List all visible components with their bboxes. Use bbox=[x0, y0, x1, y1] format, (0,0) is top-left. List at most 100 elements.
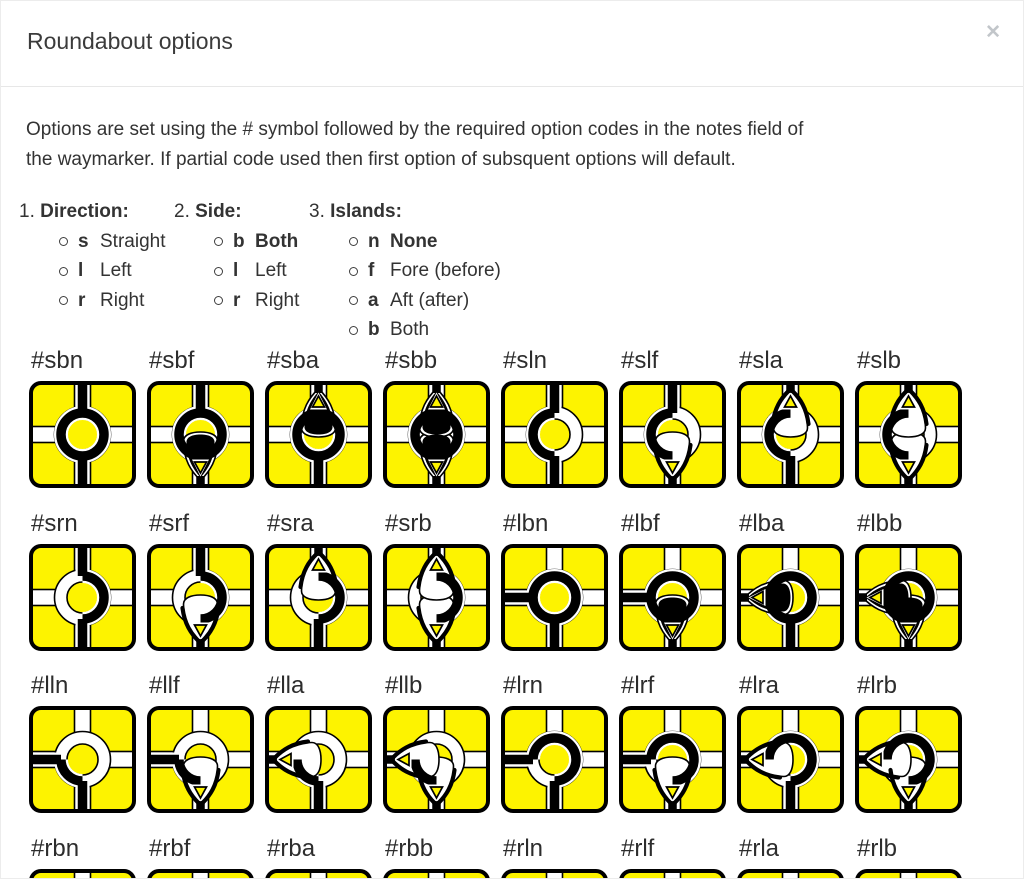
roundabout-icon-lbb bbox=[855, 543, 962, 651]
roundabout-cell-lra: #lra bbox=[737, 669, 844, 813]
grid-row-4: #rbn #rbf #rba #rbb #rln #rlf #rla #rlb bbox=[29, 832, 973, 878]
tile-label-sla: #sla bbox=[739, 347, 784, 374]
roundabout-cell-sbf: #sbf bbox=[147, 344, 254, 488]
tile-label-rlf: #rlf bbox=[621, 834, 655, 862]
option-legend: 1. Direction: s Straight l Left r Right 2. Side… bbox=[19, 197, 719, 347]
legend-col-islands: 3. Islands: n None f Fore (before) a Aft (afte… bbox=[309, 197, 501, 345]
roundabout-icon-lrn bbox=[501, 706, 608, 813]
circle-bullet-icon bbox=[59, 266, 68, 276]
circle-bullet-icon bbox=[349, 296, 358, 306]
roundabout-cell-lrn: #lrn bbox=[501, 669, 608, 813]
roundabout-cell-rba: #rba bbox=[265, 832, 372, 878]
roundabout-icon-rbn bbox=[29, 868, 136, 878]
roundabout-icon-sln bbox=[501, 381, 608, 488]
roundabout-icon-rln bbox=[501, 868, 608, 878]
roundabout-cell-lbf: #lbf bbox=[619, 507, 726, 651]
intro-text: Options are set using the # symbol follo… bbox=[26, 115, 803, 175]
legend-heading-islands: 3. Islands: bbox=[309, 201, 402, 222]
circle-bullet-icon bbox=[349, 237, 358, 247]
tile-label-lrn: #lrn bbox=[503, 672, 544, 699]
circle-bullet-icon bbox=[214, 296, 223, 306]
legend-option-side-r: r Right bbox=[174, 286, 299, 316]
island-marker bbox=[383, 739, 429, 780]
legend-option-islands-f: f Fore (before) bbox=[309, 257, 501, 287]
roundabout-cell-sbb: #sbb bbox=[383, 344, 490, 488]
circle-bullet-icon bbox=[214, 266, 223, 276]
island-marker bbox=[737, 583, 791, 611]
legend-col-direction: 1. Direction: s Straight l Left r Right bbox=[19, 197, 165, 316]
legend-col-side: 2. Side: b Both l Left r Right bbox=[174, 197, 299, 316]
roundabout-icon-rlf bbox=[619, 868, 726, 878]
roundabout-cell-rlf: #rlf bbox=[619, 832, 726, 878]
roundabout-cell-rln: #rln bbox=[501, 832, 608, 878]
close-button[interactable]: ✕ bbox=[985, 23, 1001, 43]
circle-bullet-icon bbox=[59, 237, 68, 247]
roundabout-icon-sbn bbox=[29, 381, 136, 488]
roundabout-cell-slf: #slf bbox=[619, 344, 726, 488]
roundabout-cell-rla: #rla bbox=[737, 832, 844, 878]
roundabout-icon-slf bbox=[619, 381, 726, 488]
roundabout-cell-lrb: #lrb bbox=[855, 669, 962, 813]
tile-label-lrb: #lrb bbox=[857, 672, 898, 699]
tile-label-lbb: #lbb bbox=[857, 509, 903, 537]
tile-label-rbf: #rbf bbox=[149, 834, 191, 862]
intro-line-1: Options are set using the # symbol follo… bbox=[26, 119, 804, 140]
roundabout-cell-lbb: #lbb bbox=[855, 507, 962, 651]
roundabout-cell-sla: #sla bbox=[737, 344, 844, 488]
roundabout-cell-rlb: #rlb bbox=[855, 832, 962, 878]
header-divider bbox=[1, 86, 1023, 87]
island-marker bbox=[416, 605, 457, 651]
tile-label-llf: #llf bbox=[149, 672, 180, 699]
tile-label-rbb: #rbb bbox=[385, 834, 434, 862]
roundabout-cell-llf: #llf bbox=[147, 669, 254, 813]
roundabout-cell-lla: #lla bbox=[265, 669, 372, 813]
circle-bullet-icon bbox=[349, 266, 358, 276]
roundabout-cell-sra: #sra bbox=[265, 507, 372, 651]
legend-option-direction-s: s Straight bbox=[19, 227, 165, 257]
tile-label-llb: #llb bbox=[385, 672, 423, 699]
circle-bullet-icon bbox=[349, 325, 358, 335]
roundabout-cell-rbb: #rbb bbox=[383, 832, 490, 878]
roundabout-icon-rbf bbox=[147, 868, 254, 878]
circle-bullet-icon bbox=[214, 237, 223, 247]
legend-option-side-b: b Both bbox=[174, 227, 299, 257]
roundabout-cell-srn: #srn bbox=[29, 507, 136, 651]
dialog-title: Roundabout options bbox=[27, 28, 233, 54]
grid-row-1: #sbn #sbf #sba #sbb #sln #slf #sla #slb bbox=[29, 344, 973, 488]
tile-label-srn: #srn bbox=[31, 509, 78, 537]
tile-label-rla: #rla bbox=[739, 834, 780, 862]
legend-heading-direction: 1. Direction: bbox=[19, 201, 129, 222]
roundabout-icon-rbb bbox=[383, 868, 490, 878]
legend-option-direction-l: l Left bbox=[19, 257, 165, 287]
tile-label-lbn: #lbn bbox=[503, 509, 549, 537]
grid-row-3: #lln #llf #lla #llb #lrn #lrf #lra #lrb bbox=[29, 669, 973, 813]
legend-option-islands-a: a Aft (after) bbox=[309, 286, 501, 316]
roundabout-icon-srf bbox=[147, 543, 254, 651]
tile-label-srb: #srb bbox=[385, 509, 432, 537]
roundabout-icon-llb bbox=[383, 706, 490, 813]
tile-label-slb: #slb bbox=[857, 347, 902, 374]
roundabout-icon-sbf bbox=[147, 381, 254, 488]
roundabout-icon-lrf bbox=[619, 706, 726, 813]
roundabout-cell-rbn: #rbn bbox=[29, 832, 136, 878]
roundabout-cell-sbn: #sbn bbox=[29, 344, 136, 488]
island-marker bbox=[265, 739, 311, 780]
roundabout-icon-rla bbox=[737, 868, 844, 878]
roundabout-icon-lbf bbox=[619, 543, 726, 651]
island-marker bbox=[180, 767, 221, 813]
legend-option-direction-r: r Right bbox=[19, 286, 165, 316]
roundabout-icon-sbb bbox=[383, 381, 490, 488]
roundabout-cell-sln: #sln bbox=[501, 344, 608, 488]
roundabout-icon-sba bbox=[265, 381, 372, 488]
tile-label-lrf: #lrf bbox=[621, 672, 655, 699]
roundabout-cell-slb: #slb bbox=[855, 344, 962, 488]
island-marker bbox=[180, 605, 221, 651]
tile-label-lln: #lln bbox=[31, 672, 69, 699]
roundabout-icon-sra bbox=[265, 543, 372, 651]
island-marker bbox=[416, 543, 457, 589]
tile-label-srf: #srf bbox=[149, 509, 190, 537]
tile-label-sba: #sba bbox=[267, 347, 320, 374]
tile-label-sbn: #sbn bbox=[31, 347, 84, 374]
legend-option-side-l: l Left bbox=[174, 257, 299, 287]
